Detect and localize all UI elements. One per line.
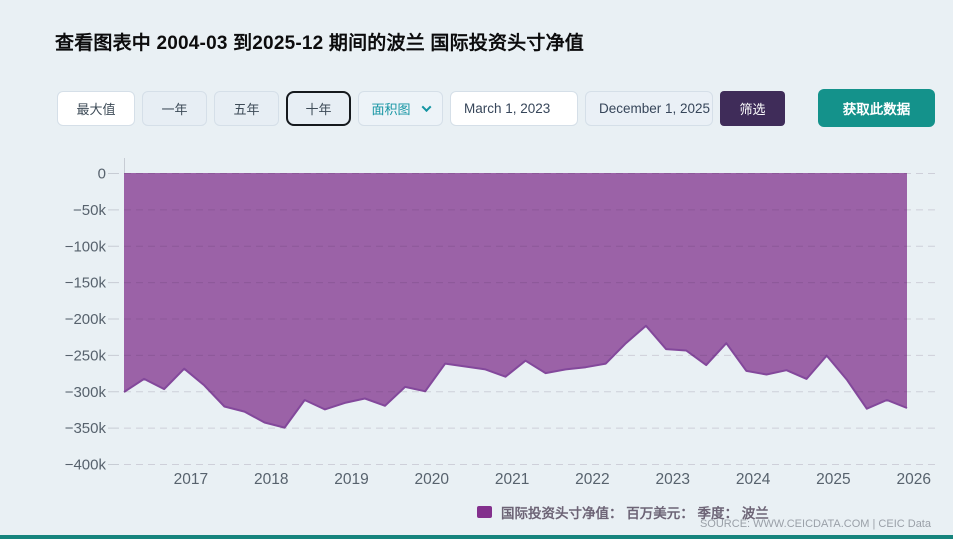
svg-text:−200k: −200k bbox=[65, 311, 107, 328]
chart-type-select[interactable]: 面积图 bbox=[358, 90, 443, 126]
svg-text:2024: 2024 bbox=[736, 471, 771, 488]
svg-text:−250k: −250k bbox=[65, 347, 107, 364]
source-credit: SOURCE: WWW.CEICDATA.COM | CEIC Data bbox=[699, 518, 931, 530]
legend-series-label: 国际投资头寸净值： 百万美元： 季度： 波兰 bbox=[501, 506, 769, 521]
toolbar: 最大值 一年 五年 十年 面积图 March 1, 2023 December … bbox=[57, 89, 935, 127]
svg-text:2022: 2022 bbox=[575, 471, 609, 488]
svg-text:−400k: −400k bbox=[65, 457, 107, 474]
svg-text:2019: 2019 bbox=[334, 471, 368, 488]
svg-text:2023: 2023 bbox=[655, 471, 689, 488]
svg-text:2017: 2017 bbox=[174, 471, 208, 488]
svg-text:2025: 2025 bbox=[816, 471, 850, 488]
svg-text:−100k: −100k bbox=[65, 238, 107, 255]
svg-text:−150k: −150k bbox=[65, 275, 107, 292]
range-button-max[interactable]: 最大值 bbox=[57, 90, 135, 126]
svg-text:−300k: −300k bbox=[65, 384, 107, 401]
page-title: 查看图表中 2004-03 到2025-12 期间的波兰 国际投资头寸净值 bbox=[55, 33, 584, 54]
svg-text:2020: 2020 bbox=[415, 471, 450, 488]
date-to-input[interactable]: December 1, 2025 bbox=[585, 90, 713, 126]
chevron-down-icon bbox=[421, 101, 431, 112]
get-data-button[interactable]: 获取此数据 bbox=[818, 89, 935, 127]
chart-type-value: 面积图 bbox=[371, 101, 411, 117]
range-button-10y[interactable]: 十年 bbox=[286, 90, 351, 126]
date-from-input[interactable]: March 1, 2023 bbox=[450, 90, 578, 126]
svg-text:2018: 2018 bbox=[254, 471, 288, 488]
filter-button[interactable]: 筛选 bbox=[720, 90, 785, 126]
bottom-accent-bar bbox=[0, 535, 953, 539]
range-button-1y[interactable]: 一年 bbox=[142, 90, 207, 126]
svg-text:2026: 2026 bbox=[896, 471, 930, 488]
legend: 国际投资头寸净值： 百万美元： 季度： 波兰 bbox=[477, 502, 769, 522]
svg-text:0: 0 bbox=[98, 166, 106, 183]
svg-text:−350k: −350k bbox=[65, 420, 107, 437]
range-button-5y[interactable]: 五年 bbox=[214, 90, 279, 126]
svg-text:2021: 2021 bbox=[495, 471, 529, 488]
legend-series-swatch bbox=[477, 506, 492, 518]
svg-text:−50k: −50k bbox=[73, 202, 106, 219]
